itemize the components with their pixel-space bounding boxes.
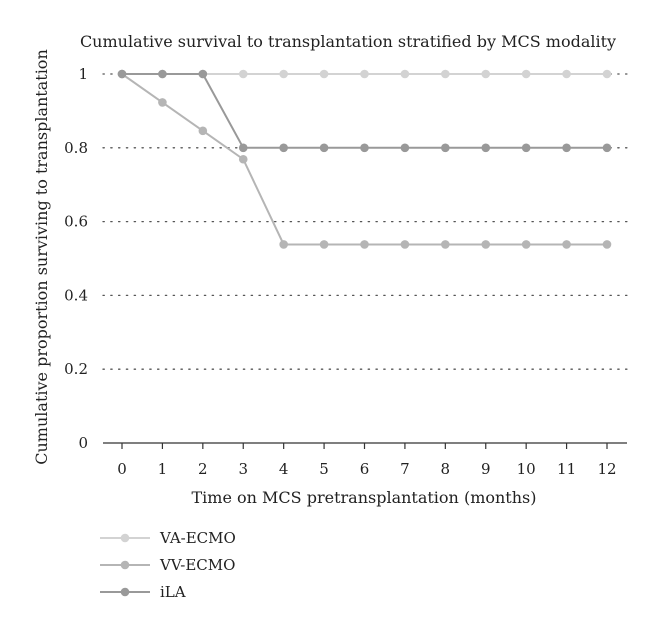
data-point-ila [400,143,410,153]
data-point-ila [158,69,167,79]
data-point-vv-ecmo [562,240,571,249]
y-axis-title: Cumulative proportion surviving to trans… [32,49,51,464]
data-point-va-ecmo [481,69,491,79]
data-point-vv-ecmo [198,126,208,136]
data-point-ila [481,143,491,153]
data-point-va-ecmo [521,69,531,79]
y-tick-label: 0.8 [64,139,88,157]
data-point-ila [602,143,612,153]
y-tick-label: 0 [78,434,88,452]
chart-title: Cumulative survival to transplantation s… [80,32,616,51]
data-point-va-ecmo [400,69,410,79]
data-point-vv-ecmo [521,240,531,249]
legend-item-vv-ecmo: VV-ECMO [100,556,235,574]
data-point-va-ecmo [279,69,288,79]
data-point-va-ecmo [360,69,369,79]
series-vv-ecmo [117,69,612,249]
x-tick-label: 6 [360,460,370,478]
data-point-va-ecmo [602,69,612,79]
x-tick-label: 2 [198,460,208,478]
data-point-vv-ecmo [238,154,248,164]
y-tick-label: 1 [78,65,88,83]
x-tick-label: 10 [517,460,536,478]
series-line-vv-ecmo [121,73,607,246]
x-tick-label: 5 [319,460,329,478]
y-tick-label: 0.4 [64,286,88,304]
x-tick-label: 3 [238,460,248,478]
x-tick-label: 0 [117,460,127,478]
data-point-vv-ecmo [400,240,410,249]
x-tick-label: 11 [557,460,576,478]
series-ila [117,69,612,153]
x-tick-label: 1 [158,460,168,478]
data-point-ila [562,143,571,153]
data-point-vv-ecmo [602,240,612,249]
data-point-ila [198,69,208,79]
legend-label: VV-ECMO [159,556,235,574]
legend-label: iLA [160,583,186,601]
data-point-ila [238,143,248,153]
legend-item-ila: iLA [100,583,186,601]
data-point-vv-ecmo [279,240,288,249]
data-point-vv-ecmo [481,240,491,249]
x-tick-label: 9 [481,460,491,478]
data-point-va-ecmo [238,69,248,79]
data-point-ila [117,69,127,79]
x-tick-label: 7 [400,460,410,478]
x-tick-label: 8 [441,460,451,478]
y-tick-label: 0.6 [64,213,88,231]
legend-marker [120,560,130,570]
data-point-ila [441,143,450,153]
x-tick-labels: 0 1 2 3 4 5 6 7 8 9 10 11 12 [117,460,616,478]
y-tick-labels: 0 0.2 0.4 0.6 0.8 1 [64,65,88,452]
data-point-ila [279,143,288,153]
gridlines [102,73,628,370]
data-point-va-ecmo [562,69,571,79]
series-lines [117,69,612,249]
data-point-ila [521,143,531,153]
data-point-vv-ecmo [319,240,329,249]
x-tick-label: 4 [279,460,289,478]
data-point-vv-ecmo [158,98,167,107]
axes [103,442,627,449]
series-line-ila [122,73,607,149]
data-point-vv-ecmo [441,240,450,249]
data-point-vv-ecmo [360,240,369,249]
x-tick-label: 12 [597,460,616,478]
legend-label: VA-ECMO [159,529,236,547]
legend-marker [120,533,130,543]
legend: VA-ECMO VV-ECMO iLA [100,529,236,601]
data-point-ila [360,143,369,153]
data-point-va-ecmo [319,69,329,79]
x-axis-title: Time on MCS pretransplantation (months) [192,488,537,507]
legend-item-va-ecmo: VA-ECMO [100,529,236,547]
y-tick-label: 0.2 [64,360,88,378]
legend-marker [120,587,130,597]
data-point-va-ecmo [441,69,450,79]
data-point-ila [319,143,329,153]
